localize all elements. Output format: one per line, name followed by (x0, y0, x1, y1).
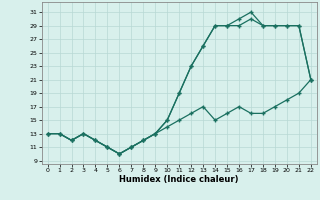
X-axis label: Humidex (Indice chaleur): Humidex (Indice chaleur) (119, 175, 239, 184)
